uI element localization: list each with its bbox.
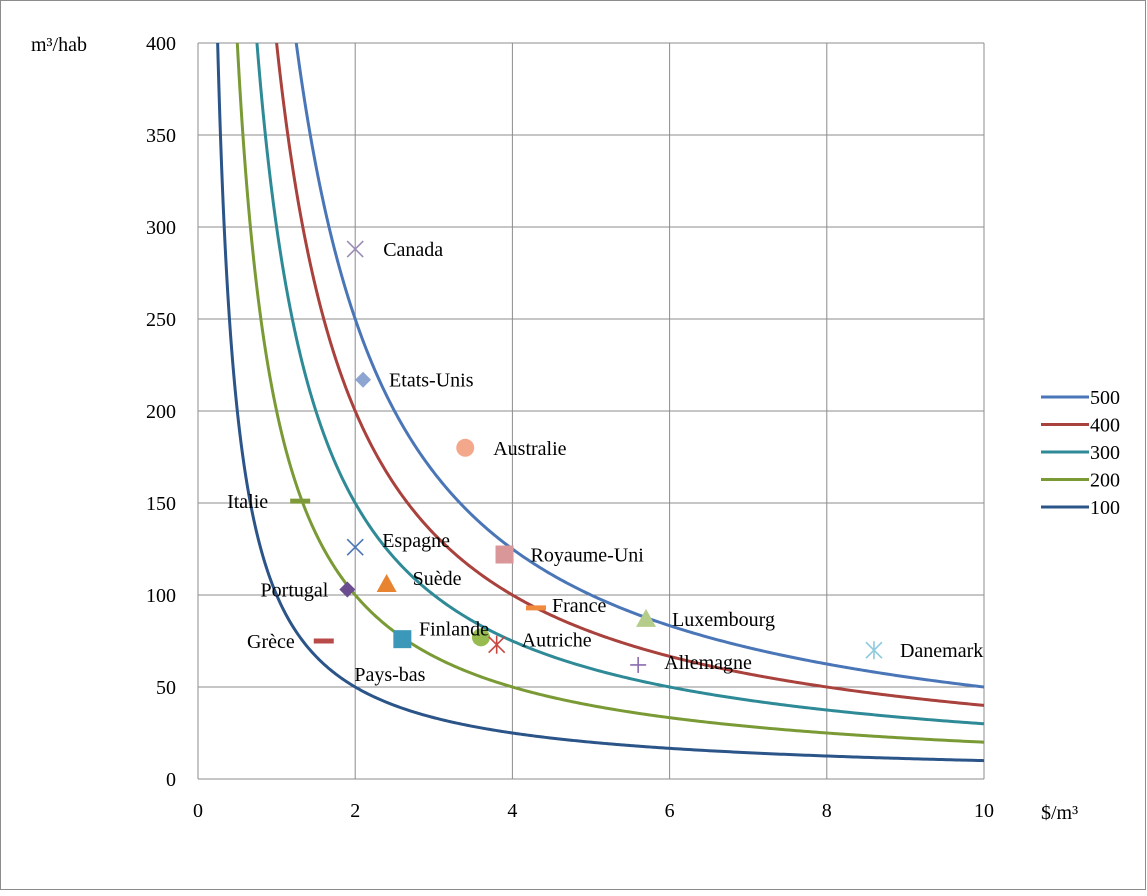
point-france <box>525 605 546 611</box>
y-axis-label: m³/hab <box>31 34 87 56</box>
legend-label-100: 100 <box>1090 497 1120 519</box>
legend: 500 400 300 200 100 <box>1041 387 1120 519</box>
y-tick-label-7: 350 <box>146 125 176 147</box>
legend-label-300: 300 <box>1090 442 1120 464</box>
point-royaume-uni <box>495 545 514 564</box>
point-danemark <box>865 641 883 660</box>
points <box>290 240 883 673</box>
curve-400 <box>275 43 984 707</box>
curves <box>216 43 984 763</box>
point-label-italie: Italie <box>227 491 268 513</box>
curve-300 <box>255 43 984 726</box>
point-label-portugal: Portugal <box>261 579 329 601</box>
y-tick-label-4: 200 <box>146 401 176 423</box>
point-allemagne <box>630 656 647 673</box>
point-label-etats-unis: Etats-Unis <box>389 370 474 392</box>
point-etats-unis <box>355 371 372 388</box>
curve-200 <box>235 43 984 744</box>
point-labels: Canada Etats-Unis Australie Italie Espagne Ro… <box>227 239 983 686</box>
point-label-finlande: Finlande <box>419 618 489 640</box>
point-label-grèce: Grèce <box>247 631 295 653</box>
x-tick-label-0: 0 <box>193 800 203 822</box>
point-portugal <box>339 581 356 598</box>
point-canada <box>346 240 364 258</box>
point-label-australie: Australie <box>493 438 566 460</box>
point-label-canada: Canada <box>383 239 443 261</box>
point-label-luxembourg: Luxembourg <box>672 609 775 631</box>
x-tick-label-1: 2 <box>350 800 360 822</box>
y-tick-label-5: 250 <box>146 309 176 331</box>
point-label-pays-bas: Pays-bas <box>354 664 425 686</box>
curve-100 <box>216 43 984 763</box>
point-luxembourg <box>636 608 657 627</box>
y-tick-label-1: 50 <box>156 677 176 699</box>
x-tick-label-3: 6 <box>665 800 675 822</box>
point-label-allemagne: Allemagne <box>664 652 752 674</box>
legend-label-500: 500 <box>1090 387 1120 409</box>
point-label-danemark: Danemark <box>900 640 983 662</box>
point-autriche <box>488 635 506 654</box>
y-tick-label-6: 300 <box>146 217 176 239</box>
y-tick-label-0: 0 <box>166 769 176 791</box>
point-espagne <box>346 538 364 556</box>
point-grèce <box>313 638 334 644</box>
grid <box>197 42 985 780</box>
y-tick-label-8: 400 <box>146 33 176 55</box>
curve-500 <box>294 43 984 689</box>
x-axis-label: $/m³ <box>1041 802 1078 824</box>
y-tick-label-3: 150 <box>146 493 176 515</box>
point-label-suède: Suède <box>413 568 462 590</box>
point-suède <box>376 573 397 592</box>
y-tick-label-2: 100 <box>146 585 176 607</box>
x-tick-label-4: 8 <box>822 800 832 822</box>
legend-label-200: 200 <box>1090 470 1120 492</box>
point-label-autriche: Autriche <box>522 630 592 652</box>
point-label-royaume-uni: Royaume-Uni <box>531 545 645 567</box>
x-tick-label-2: 4 <box>507 800 517 822</box>
point-label-espagne: Espagne <box>382 530 450 552</box>
point-australie <box>456 438 475 457</box>
point-pays-bas <box>393 630 412 649</box>
legend-label-400: 400 <box>1090 415 1120 437</box>
point-finlande <box>471 628 490 647</box>
x-tick-label-5: 10 <box>974 800 994 822</box>
point-italie <box>290 498 311 504</box>
point-label-france: France <box>552 595 607 617</box>
